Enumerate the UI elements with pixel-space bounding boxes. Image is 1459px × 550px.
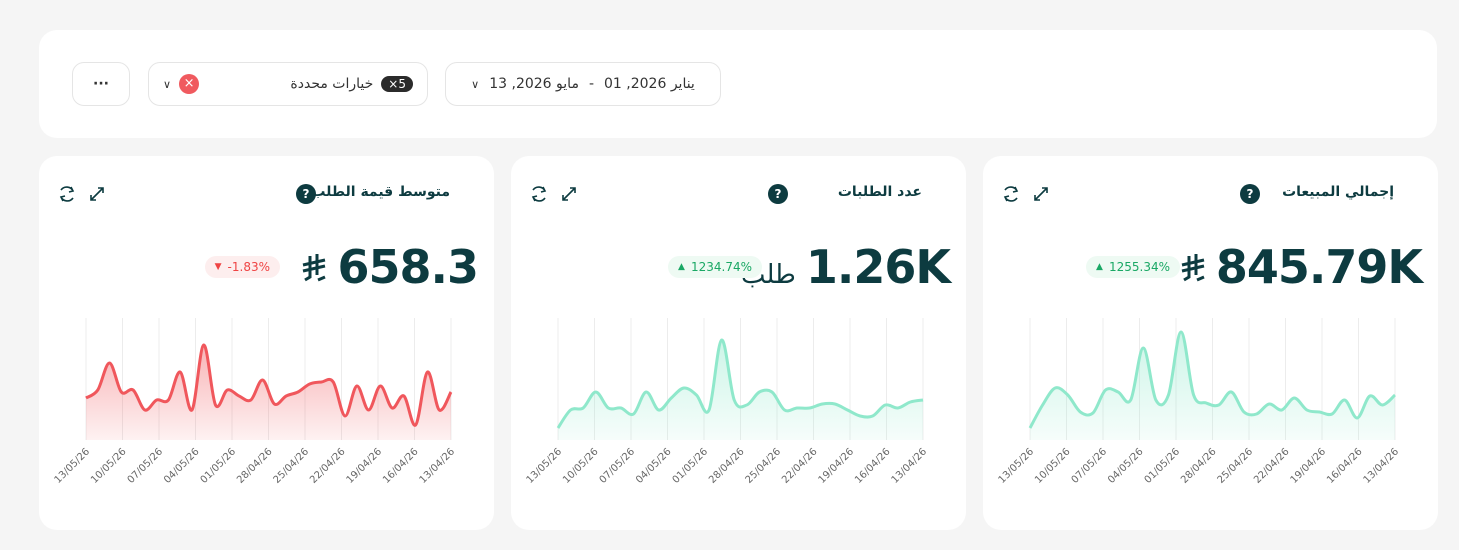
change-value: 1255.34% xyxy=(1108,260,1170,274)
sparkline: 13/05/2610/05/2607/05/2604/05/2601/05/26… xyxy=(997,318,1402,486)
change-badge: ▲ 1234.74% xyxy=(668,256,762,278)
area xyxy=(1030,332,1395,440)
x-tick-label: 13/04/26 xyxy=(418,446,458,486)
x-tick-label: 22/04/26 xyxy=(780,446,820,486)
line xyxy=(85,343,453,427)
date-separator: - xyxy=(588,76,594,92)
count: 5 xyxy=(398,77,406,91)
selection-label: خيارات محددة xyxy=(290,76,374,92)
trend-arrow: ▼ xyxy=(214,262,222,272)
kpi-value-row: طلب 1.26K xyxy=(741,240,951,294)
kpi-card: عدد الطلبات? طلب 1.26K ▲ 1234.74% 13/05/26 10/… xyxy=(511,156,966,530)
x-tick-label: 25/04/26 xyxy=(1216,446,1256,486)
change-value: 1234.74% xyxy=(690,260,752,274)
area xyxy=(558,339,923,440)
kpi-value-row: 658.3 xyxy=(301,240,479,294)
date-to: مايو 2026, 13 xyxy=(489,76,579,92)
trend-arrow: ▲ xyxy=(1096,262,1103,272)
help-icon: ? xyxy=(1240,184,1260,204)
x-tick-label: 16/04/26 xyxy=(1325,446,1365,486)
change-value: -1.83% xyxy=(227,260,270,274)
more-button[interactable]: ··· xyxy=(72,62,130,106)
x-tick-label: 13/05/26 xyxy=(997,446,1037,486)
x-tick-label: 10/05/26 xyxy=(561,446,601,486)
x-tick-label: 13/04/26 xyxy=(890,446,930,486)
sparkline: 13/05/2610/05/2607/05/2604/05/2601/05/26… xyxy=(53,318,458,486)
x-tick-label: 10/05/26 xyxy=(89,446,129,486)
x-tick-label: 01/05/26 xyxy=(199,446,239,486)
card-actions xyxy=(1003,186,1048,202)
kpi-card: متوسط قيمة الطلب? 658.3 ▼ -1.83% 13/05/26 10/… xyxy=(39,156,494,530)
change-badge: ▲ 1255.34% xyxy=(1086,256,1180,278)
x-tick-label: 04/05/26 xyxy=(1106,446,1146,486)
x-tick-label: 22/04/26 xyxy=(1252,446,1292,486)
x-tick-label: 28/04/26 xyxy=(1179,446,1219,486)
sparkline: 13/05/2610/05/2607/05/2604/05/2601/05/26… xyxy=(525,318,930,486)
x-tick-label: 13/05/26 xyxy=(525,446,565,486)
x-tick-label: 04/05/26 xyxy=(162,446,202,486)
kpi-value: 1.26K xyxy=(805,240,951,294)
kpi-value: 845.79K xyxy=(1215,240,1423,294)
x-tick-label: 07/05/26 xyxy=(1070,446,1110,486)
help-icon: ? xyxy=(296,184,316,204)
currency-symbol xyxy=(303,254,327,282)
kpi-value-row: 845.79K xyxy=(1180,240,1423,294)
card-title: عدد الطلبات xyxy=(837,184,922,200)
card-title: إجمالي المبيعات xyxy=(1282,184,1394,200)
currency-symbol xyxy=(1181,254,1205,282)
x-tick-label: 25/04/26 xyxy=(744,446,784,486)
x-tick-label: 10/05/26 xyxy=(1033,446,1073,486)
chevron: ∨ xyxy=(163,77,172,91)
date-from: يناير 2026, 01 xyxy=(604,76,695,92)
date-range-button[interactable]: يناير 2026, 01 - مايو 2026, 13 ∨ xyxy=(445,62,721,106)
x-tick-label: 04/05/26 xyxy=(634,446,674,486)
count-badge: ×5 xyxy=(381,76,413,92)
x-tick-label: 25/04/26 xyxy=(272,446,312,486)
chevron: ∨ xyxy=(471,77,480,91)
clear-icon[interactable]: × xyxy=(179,74,200,94)
filter-bar: يناير 2026, 01 - مايو 2026, 13 ∨ ×5 خيار… xyxy=(39,30,1437,138)
card-title: متوسط قيمة الطلب xyxy=(311,184,450,200)
x-tick-label: 13/05/26 xyxy=(53,446,93,486)
card-actions xyxy=(531,186,576,202)
change-badge: ▼ -1.83% xyxy=(204,256,280,278)
line xyxy=(1028,330,1397,429)
line xyxy=(556,338,924,429)
x-tick-label: 19/04/26 xyxy=(1289,446,1329,486)
x-tick-label: 16/04/26 xyxy=(853,446,893,486)
x-tick-label: 22/04/26 xyxy=(308,446,348,486)
kpi-card: إجمالي المبيعات? 845.79K ▲ 1255.34% 13/05/26… xyxy=(983,156,1438,530)
x-tick-label: 28/04/26 xyxy=(707,446,747,486)
card-actions xyxy=(59,186,104,202)
kpi-value: 658.3 xyxy=(337,240,479,294)
x-tick-label: 28/04/26 xyxy=(235,446,275,486)
x-tick-label: 13/04/26 xyxy=(1362,446,1402,486)
x-tick-label: 16/04/26 xyxy=(381,446,421,486)
x-tick-label: 01/05/26 xyxy=(1143,446,1183,486)
selection-button[interactable]: ×5 خيارات محددة × ∨ xyxy=(148,62,428,106)
x-tick-label: 19/04/26 xyxy=(345,446,385,486)
help-icon: ? xyxy=(768,184,788,204)
x-tick-label: 01/05/26 xyxy=(671,446,711,486)
x-tick-label: 07/05/26 xyxy=(126,446,166,486)
x-tick-label: 19/04/26 xyxy=(817,446,857,486)
trend-arrow: ▲ xyxy=(678,262,685,272)
x-tick-label: 07/05/26 xyxy=(598,446,638,486)
